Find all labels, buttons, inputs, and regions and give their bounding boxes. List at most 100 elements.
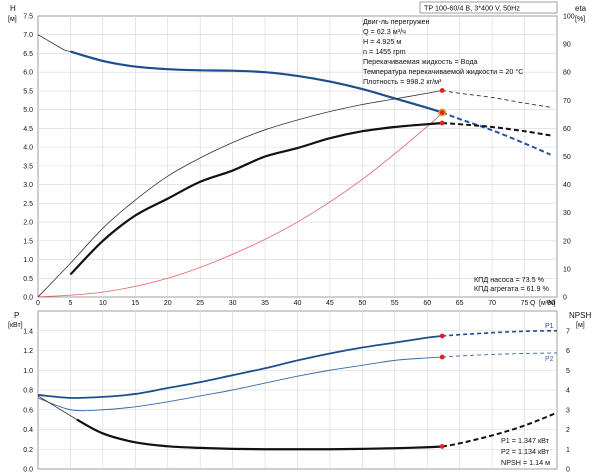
x-tick-label: 55 bbox=[391, 300, 399, 307]
q-axis-title: Q bbox=[530, 300, 536, 307]
eta-tick-label: 90 bbox=[563, 42, 571, 49]
npsh-tick-label: 7 bbox=[566, 328, 570, 335]
upper-eta-unit-bold-line bbox=[69, 121, 443, 276]
h-tick-label: 5.0 bbox=[23, 107, 33, 114]
chart-title: TP 100-60/4 B, 3*400 V, 50Hz bbox=[424, 4, 520, 13]
lower-npsh-dashed-line bbox=[441, 411, 558, 448]
x-tick-label: 65 bbox=[456, 300, 464, 307]
h-tick-label: 7.5 bbox=[23, 14, 33, 21]
h-tick-label: 0.0 bbox=[23, 295, 33, 302]
p-axis-unit: [кВт] bbox=[8, 322, 23, 329]
upper-grid bbox=[38, 16, 557, 297]
lower-operating-point-marker bbox=[439, 333, 445, 339]
curve-labels: P1 P2 bbox=[545, 323, 554, 363]
x-tick-label: 10 bbox=[99, 300, 107, 307]
x-tick-label: 40 bbox=[294, 300, 302, 307]
upper-operating-point-marker bbox=[439, 120, 445, 126]
info-line-density: Плотность = 998.2 кг/м³ bbox=[363, 77, 442, 86]
h-tick-label: 7.0 bbox=[23, 32, 33, 39]
info-line-flow: Q = 62.3 м³/ч bbox=[363, 27, 406, 36]
npsh-tick-label: 3 bbox=[566, 407, 570, 414]
eta-tick-label: 40 bbox=[563, 182, 571, 189]
info-line-temperature: Температура перекачиваемой жидкости = 20… bbox=[363, 67, 523, 76]
upper-operating-point-marker bbox=[439, 110, 445, 115]
x-tick-label: 0 bbox=[36, 300, 40, 307]
p-tick-label: 0.2 bbox=[23, 447, 33, 454]
x-tick-label: 80 bbox=[547, 300, 555, 307]
info-line-speed: n = 1455 rpm bbox=[363, 47, 406, 56]
x-tick-label: 70 bbox=[488, 300, 496, 307]
npsh-tick-label: 0 bbox=[566, 467, 570, 474]
chart-markers bbox=[438, 88, 447, 449]
eta-tick-label: 0 bbox=[563, 295, 567, 302]
h-tick-label: 6.0 bbox=[23, 70, 33, 77]
eta-tick-label: 20 bbox=[563, 238, 571, 245]
h-tick-label: 6.5 bbox=[23, 51, 33, 58]
lower-p2-p2-line bbox=[37, 356, 443, 412]
h-tick-label: 2.5 bbox=[23, 201, 33, 208]
x-tick-label: 5 bbox=[68, 300, 72, 307]
h-axis-title: H bbox=[10, 4, 16, 13]
p2-note: P2 = 1.134 кВт bbox=[501, 447, 550, 456]
h-tick-label: 4.5 bbox=[23, 126, 33, 133]
h-tick-label: 4.0 bbox=[23, 145, 33, 152]
chart-series bbox=[37, 34, 558, 451]
x-tick-label: 50 bbox=[358, 300, 366, 307]
x-tick-label: 15 bbox=[131, 300, 139, 307]
info-line-motor: Двиг-ль перегружен bbox=[363, 17, 430, 26]
eta-tick-label: 80 bbox=[563, 70, 571, 77]
p-tick-label: 1.4 bbox=[23, 328, 33, 335]
p-tick-label: 0.4 bbox=[23, 427, 33, 434]
h-axis-unit: [м] bbox=[8, 16, 17, 23]
unit-efficiency-note: КПД агрегата = 61.9 % bbox=[474, 284, 550, 293]
curve-label-p2: P2 bbox=[545, 356, 554, 363]
p-tick-label: 1.2 bbox=[23, 348, 33, 355]
p-tick-label: 0.0 bbox=[23, 467, 33, 474]
lower-grid bbox=[38, 311, 557, 469]
npsh-axis-unit: [м] bbox=[576, 322, 585, 329]
lower-p1-p1-line bbox=[37, 335, 443, 399]
eta-tick-label: 10 bbox=[563, 266, 571, 273]
eta-tick-label: 50 bbox=[563, 154, 571, 161]
x-tick-label: 75 bbox=[521, 300, 529, 307]
eta-tick-label: 100 bbox=[563, 14, 575, 21]
upper-h-bold-line bbox=[70, 50, 443, 114]
lower-npsh-thin-line bbox=[37, 395, 78, 420]
upper-eta-pump-dashed-thin-line bbox=[442, 90, 551, 108]
x-tick-label: 20 bbox=[164, 300, 172, 307]
upper-system-system-line bbox=[37, 112, 443, 298]
q-axis-unit: [м³/ч] bbox=[539, 300, 556, 307]
p-tick-label: 1.0 bbox=[23, 368, 33, 375]
h-tick-label: 1.0 bbox=[23, 257, 33, 264]
upper-operating-point-marker bbox=[439, 88, 445, 93]
eta-tick-label: 60 bbox=[563, 126, 571, 133]
npsh-tick-label: 5 bbox=[566, 368, 570, 375]
title-box bbox=[419, 1, 558, 14]
lower-operating-point-marker bbox=[439, 444, 445, 449]
x-tick-label: 25 bbox=[196, 300, 204, 307]
h-tick-label: 2.0 bbox=[23, 220, 33, 227]
npsh-tick-label: 2 bbox=[566, 427, 570, 434]
npsh-note: NPSH = 1.14 м bbox=[501, 458, 550, 467]
x-tick-label: 30 bbox=[229, 300, 237, 307]
upper-h-thin-line bbox=[37, 34, 71, 52]
p-axis-title: P bbox=[14, 311, 19, 320]
curve-label-p1: P1 bbox=[545, 323, 554, 330]
x-tick-label: 35 bbox=[261, 300, 269, 307]
lower-p1-p1-dashed-line bbox=[442, 329, 558, 337]
upper-eta-pump-thin-line bbox=[37, 90, 443, 298]
p1-note: P1 = 1.347 кВт bbox=[501, 436, 550, 445]
pump-efficiency-note: КПД насоса = 73.5 % bbox=[474, 275, 545, 284]
npsh-axis-title: NPSH bbox=[569, 311, 591, 320]
info-line-head: H = 4.925 м bbox=[363, 37, 401, 46]
h-tick-label: 1.5 bbox=[23, 238, 33, 245]
p-tick-label: 0.6 bbox=[23, 407, 33, 414]
axis-ticks: 0 5 10 15 20 25 30 35 40 45 50 55 60 65 70 75 800.00.51.… bbox=[23, 14, 575, 474]
eta-tick-label: 70 bbox=[563, 98, 571, 105]
eta-axis-title: eta bbox=[575, 4, 587, 13]
upper-eta-unit-dashed-line bbox=[442, 122, 551, 137]
p-tick-label: 0.8 bbox=[23, 388, 33, 395]
h-tick-label: 3.5 bbox=[23, 163, 33, 170]
npsh-tick-label: 1 bbox=[566, 447, 570, 454]
